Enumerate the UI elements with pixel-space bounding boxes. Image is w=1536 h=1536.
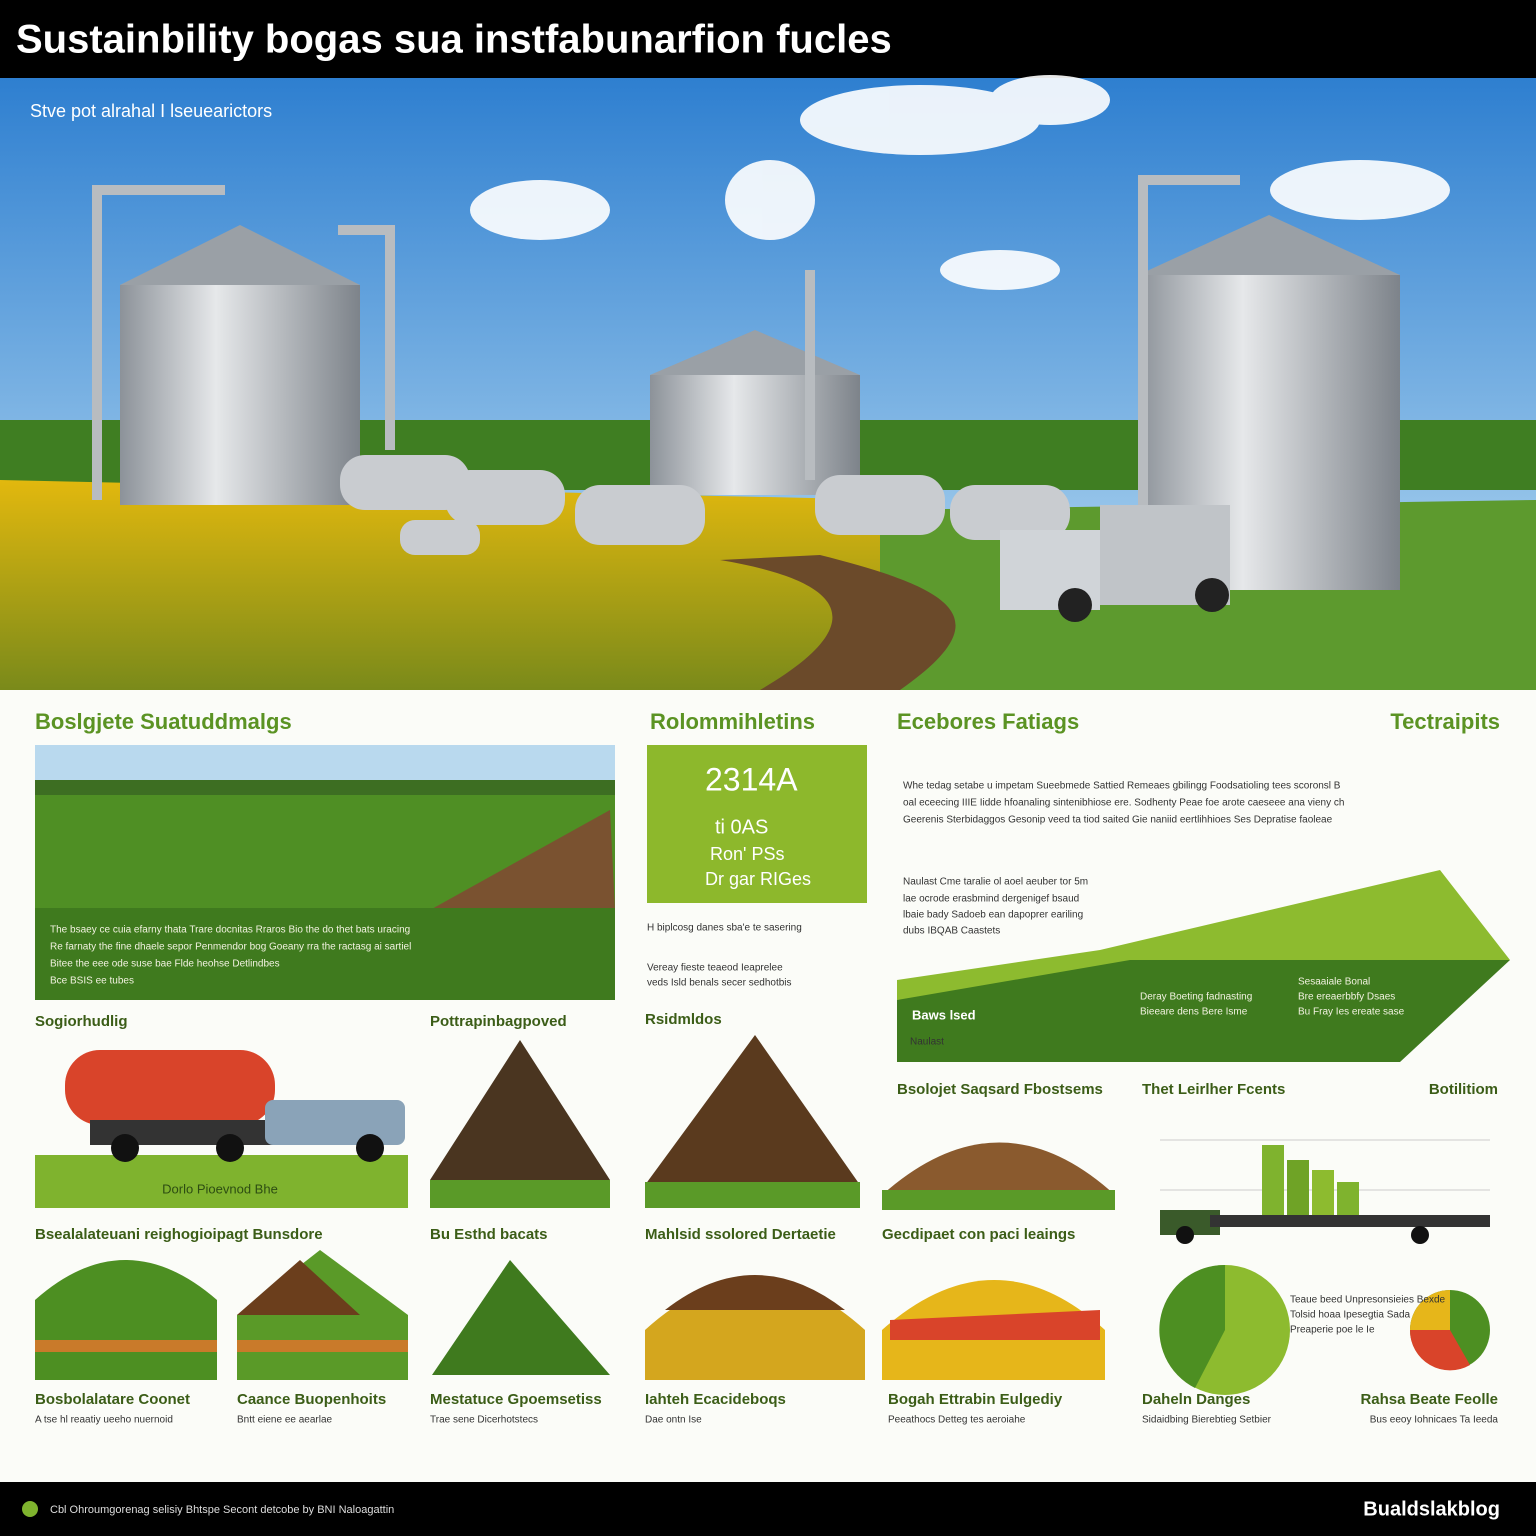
body-text: Bu Fray Ies ereate sase xyxy=(1298,1007,1405,1018)
stat-box xyxy=(647,745,867,903)
body-text: Tolsid hoaa Ipesegtia Sada xyxy=(1290,1310,1411,1321)
footer-icon xyxy=(22,1501,38,1517)
body-text: A tse hl reaatiy ueeho nuernoid xyxy=(35,1415,173,1426)
body-text: veds Isld benals secer sedhotbis xyxy=(647,978,792,989)
body-text: H biplcosg danes sba'e te sasering xyxy=(647,923,802,934)
panel-label: Thet Leirlher Fcents xyxy=(1142,1081,1285,1098)
body-text: oal eceecing IIIE Iidde hfoanaling sinte… xyxy=(903,798,1344,809)
body-text: Peeathocs Detteg tes aeroiahe xyxy=(888,1415,1026,1426)
body-text: Deray Boeting fadnasting xyxy=(1140,992,1252,1003)
section-heading: Rolommihletins xyxy=(650,709,815,734)
panel-label: Bsolojet Saqsard Fbostsems xyxy=(897,1081,1103,1098)
body-text: Bce BSIS ee tubes xyxy=(50,976,134,987)
hero-image xyxy=(0,75,1536,690)
stat-text: ti 0AS xyxy=(715,816,768,838)
body-text: Bre ereaerbbfy Dsaes xyxy=(1298,992,1395,1003)
panel-label: Bu Esthd bacats xyxy=(430,1226,548,1243)
panel-label: Gecdipaet con paci leaings xyxy=(882,1226,1075,1243)
page-title: Sustainbility bogas sua instfabunarfion … xyxy=(16,18,892,62)
landscape-graphic xyxy=(897,870,1510,1062)
panel-label: Bsealalateuani reighogioipagt Bunsdore xyxy=(35,1226,323,1243)
caption: Bosbolalatare Coonet xyxy=(35,1391,190,1408)
tanker-truck xyxy=(35,1050,408,1208)
caption: Caance Buopenhoits xyxy=(237,1391,386,1408)
body-text: Sesaaiale Bonal xyxy=(1298,977,1370,988)
pie-illustration xyxy=(1159,1264,1490,1395)
section-heading: Boslgjete Suatuddmalgs xyxy=(35,709,292,734)
grass xyxy=(430,1180,610,1208)
panel-label: Mahlsid ssolored Dertaetie xyxy=(645,1226,836,1243)
panel-caption: Dorlo Pioevnod Bhe xyxy=(162,1181,278,1196)
body-text: Trae sene Dicerhotstecs xyxy=(430,1415,538,1426)
header-bar xyxy=(0,0,1536,78)
body-text: Preaperie poe le Ie xyxy=(1290,1325,1375,1336)
body-text: Sidaidbing Bierebtieg Setbier xyxy=(1142,1415,1272,1426)
body-text: dubs IBQAB Caastets xyxy=(903,926,1000,937)
body-text: Teaue beed Unpresonsieies Bexde xyxy=(1290,1295,1446,1306)
grass xyxy=(645,1182,860,1208)
body-text: The bsaey ce cuia efarny thata Trare doc… xyxy=(50,925,410,936)
bar-illustration xyxy=(1160,1139,1490,1244)
hero-subtitle: Stve pot alrahal I lseuearictors xyxy=(30,101,272,121)
stat-value: 2314A xyxy=(705,761,798,797)
body-text: Naulast xyxy=(910,1037,944,1048)
mound xyxy=(882,1142,1115,1195)
body-text: Bus eeoy Iohnicaes Ta Ieeda xyxy=(1370,1415,1499,1426)
mound xyxy=(645,1035,860,1185)
footer-brand: Bualdslakblog xyxy=(1363,1498,1500,1520)
caption: Mestatuce Gpoemsetiss xyxy=(430,1391,602,1408)
section-heading: Tectraipits xyxy=(1390,709,1500,734)
mound xyxy=(430,1040,610,1180)
grass xyxy=(882,1190,1115,1210)
field-image xyxy=(35,745,615,910)
footer-bar xyxy=(0,1482,1536,1536)
stat-text: Dr gar RIGes xyxy=(705,869,811,889)
body-text: lbaie bady Sadoeb ean dapoprer eariling xyxy=(903,910,1083,921)
caption: Iahteh Ecacideboqs xyxy=(645,1391,786,1408)
mound xyxy=(432,1260,610,1375)
body-text: Naulast Cme taralie ol aoel aeuber tor 5… xyxy=(903,877,1088,888)
panel-label: Sogiorhudlig xyxy=(35,1013,127,1030)
stat-text: Ron' PSs xyxy=(710,844,784,864)
body-text: Bntt eiene ee aearlae xyxy=(237,1415,333,1426)
body-text: Dae ontn Ise xyxy=(645,1415,702,1426)
panel-label: Pottrapinbagpoved xyxy=(430,1013,567,1030)
body-text: Whe tedag setabe u impetam Sueebmede Sat… xyxy=(903,781,1341,792)
section-heading: Ecebores Fatiags xyxy=(897,709,1079,734)
caption: Daheln Danges xyxy=(1142,1391,1250,1408)
body-text: Geerenis Sterbidaggos Gesonip veed ta ti… xyxy=(903,815,1333,826)
panel-label: Rsidmldos xyxy=(645,1011,722,1028)
body-text: Vereay fieste teaeod Ieaprelee xyxy=(647,963,783,974)
panel-label: Botilitiom xyxy=(1429,1081,1498,1098)
body-text: Re farnaty the fine dhaele sepor Penmend… xyxy=(50,942,411,953)
panel-label: Baws lsed xyxy=(912,1007,976,1022)
caption: Bogah Ettrabin Eulgediy xyxy=(888,1391,1063,1408)
body-text: lae ocrode erasbmind dergenigef bsaud xyxy=(903,894,1079,905)
footer-text: Cbl Ohroumgorenag selisiy Bhtspe Secont … xyxy=(50,1504,394,1516)
text-band xyxy=(35,908,615,1000)
body-text: Bitee the eee ode suse bae Flde heohse D… xyxy=(50,959,280,970)
caption: Rahsa Beate Feolle xyxy=(1360,1391,1498,1408)
body-text: Bieeare dens Bere Isme xyxy=(1140,1007,1248,1018)
